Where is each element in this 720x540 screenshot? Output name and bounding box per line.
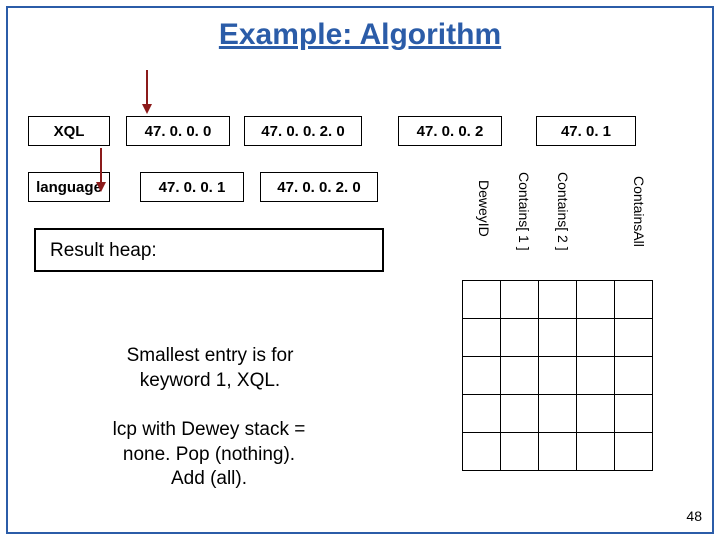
caption-2-line-1: lcp with Dewey stack = [113, 419, 306, 440]
grid-row [463, 319, 653, 357]
slide-title: Example: Algorithm [0, 18, 720, 52]
grid-header-contains2: Contains[ 2 ] [555, 172, 571, 251]
grid-row [463, 357, 653, 395]
data-grid [462, 280, 653, 471]
page-number: 48 [686, 508, 702, 524]
caption-2: lcp with Dewey stack = none. Pop (nothin… [64, 418, 354, 492]
caption-2-line-3: Add (all). [171, 468, 247, 489]
row1-box-0: XQL [28, 116, 110, 146]
row2-label-0: language [36, 179, 102, 196]
result-heap-label: Result heap: [50, 240, 157, 261]
grid-header-deweyid: DeweyID [476, 180, 492, 237]
row1-label-2: 47. 0. 0. 2. 0 [261, 123, 344, 140]
row1-box-2: 47. 0. 0. 2. 0 [244, 116, 362, 146]
caption-2-line-2: none. Pop (nothing). [123, 444, 295, 465]
row1-box-4: 47. 0. 1 [536, 116, 636, 146]
row1-label-0: XQL [54, 123, 85, 140]
caption-1-line-2: keyword 1, XQL. [140, 370, 280, 391]
caption-1: Smallest entry is for keyword 1, XQL. [80, 344, 340, 393]
row2-label-1: 47. 0. 0. 1 [159, 179, 226, 196]
grid-row [463, 281, 653, 319]
grid-header-contains1: Contains[ 1 ] [516, 172, 532, 251]
arrow-down-icon-1 [140, 70, 154, 114]
row1-label-4: 47. 0. 1 [561, 123, 611, 140]
caption-1-line-1: Smallest entry is for [127, 345, 294, 366]
row1-box-1: 47. 0. 0. 0 [126, 116, 230, 146]
row2-box-1: 47. 0. 0. 1 [140, 172, 244, 202]
grid-row [463, 433, 653, 471]
grid-row [463, 395, 653, 433]
row2-label-2: 47. 0. 0. 2. 0 [277, 179, 360, 196]
arrow-down-icon-2 [94, 148, 108, 192]
grid-header-containsall: ContainsAll [631, 176, 647, 247]
result-heap-box: Result heap: [34, 228, 384, 272]
row2-box-2: 47. 0. 0. 2. 0 [260, 172, 378, 202]
row1-box-3: 47. 0. 0. 2 [398, 116, 502, 146]
row1-label-1: 47. 0. 0. 0 [145, 123, 212, 140]
row1-label-3: 47. 0. 0. 2 [417, 123, 484, 140]
